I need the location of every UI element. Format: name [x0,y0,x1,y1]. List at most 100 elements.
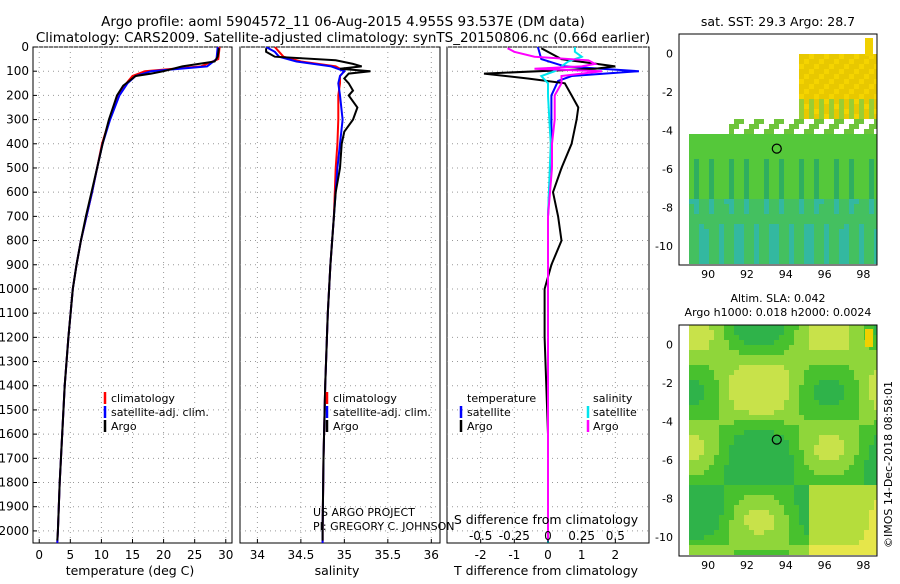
map-cell [739,515,744,520]
map-cell [804,174,809,179]
map-cell [714,410,719,415]
map-cell [739,325,744,330]
map-cell [814,159,819,164]
map-cell [719,365,724,370]
map-cell [779,480,784,485]
map-cell [834,460,839,465]
map-cell [744,470,749,475]
map-cell [804,94,809,99]
map-cell [689,254,694,259]
map-cell [699,435,704,440]
map-cell [719,360,724,365]
map-cell [859,405,864,410]
map-cell [749,490,754,495]
map-cell [819,460,824,465]
map-cell [719,179,724,184]
map-cell [719,224,724,229]
map-cell [864,154,869,159]
map-cell [844,415,849,420]
map-cell [834,59,839,64]
map-cell [874,340,877,345]
map-cell [819,169,824,174]
map-cell [794,184,799,189]
map-cell [869,370,874,375]
map-cell [744,360,749,365]
map-cell [699,535,704,540]
map-cell [809,254,814,259]
map-cell [739,209,744,214]
map-cell [799,109,804,114]
map-cell [854,460,859,465]
map-cell [859,189,864,194]
map-cell [714,345,719,350]
map-cell [874,154,877,159]
map-cell [779,174,784,179]
map-cell [844,134,849,139]
map-cell [844,385,849,390]
map-cell [824,74,829,79]
map-cell [799,144,804,149]
map-cell [824,450,829,455]
map-cell [849,465,854,470]
map-cell [804,365,809,370]
series-satellite-adj-clim- [265,47,347,543]
map-cell [734,204,739,209]
map-cell [809,74,814,79]
map-cell [769,144,774,149]
map-cell [689,535,694,540]
map-cell [794,485,799,490]
map-cell [854,234,859,239]
map-cell [864,169,869,174]
map-cell [774,435,779,440]
map-cell [774,350,779,355]
map-cell [869,109,874,114]
map-cell [764,249,769,254]
map-cell [854,355,859,360]
map-cell [799,520,804,525]
map-cell [829,550,834,555]
map-cell [854,360,859,365]
map-cell [814,525,819,530]
map-cell [854,340,859,345]
map-y-tick-label: -2 [662,377,673,390]
map-cell [739,445,744,450]
map-cell [719,350,724,355]
map-cell [864,209,869,214]
map-cell [764,224,769,229]
map-cell [759,139,764,144]
map-cell [714,385,719,390]
map-cell [809,159,814,164]
map-cell [694,229,699,234]
map-cell [869,520,874,525]
map-cell [829,405,834,410]
map-cell [764,485,769,490]
map-cell [759,365,764,370]
map-cell [689,204,694,209]
map-cell [764,350,769,355]
map-cell [794,375,799,380]
map-cell [724,259,729,264]
map-cell [769,134,774,139]
map-cell [799,395,804,400]
map-cell [739,520,744,525]
map-cell [699,184,704,189]
map-cell [759,430,764,435]
map-cell [709,435,714,440]
map-cell [744,550,749,555]
map-cell [794,495,799,500]
map-cell [744,395,749,400]
map-cell [764,209,769,214]
map-cell [799,445,804,450]
map-cell [754,184,759,189]
map-cell [774,520,779,525]
map-cell [854,74,859,79]
map-cell [839,164,844,169]
map-cell [779,340,784,345]
map-cell [864,54,869,59]
map-cell [744,445,749,450]
map-cell [779,345,784,350]
map-cell [824,259,829,264]
map-cell [689,189,694,194]
map-cell [799,259,804,264]
map-cell [869,390,874,395]
